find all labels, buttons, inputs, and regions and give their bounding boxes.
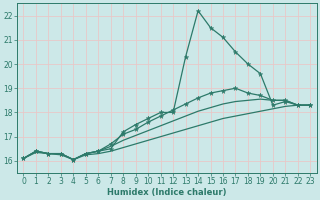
X-axis label: Humidex (Indice chaleur): Humidex (Indice chaleur) <box>107 188 227 197</box>
